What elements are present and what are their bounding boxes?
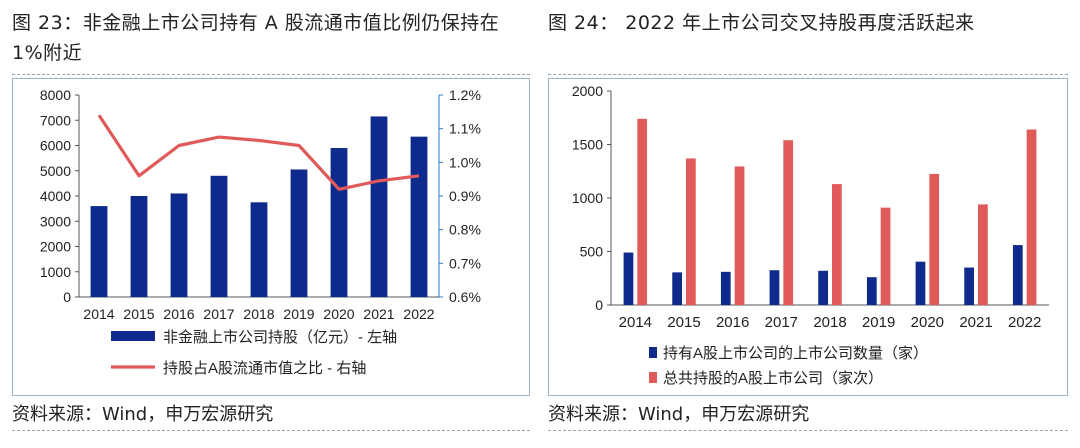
- right-y-tick-label: 0.7%: [449, 255, 481, 271]
- right-chart-frame: 0 500 1000 1500 2000 2014 2015 2016 2017 2018 2019…: [548, 78, 1068, 396]
- x-tick-label: 2019: [283, 306, 314, 322]
- x-tick-label: 2020: [323, 306, 354, 322]
- left-y-tick-label: 5000: [40, 163, 71, 179]
- y-tick-label: 2000: [572, 83, 603, 99]
- bar-holding-value: [90, 206, 108, 297]
- right-y-tick-label: 1.2%: [449, 87, 481, 103]
- left-y-tick-label: 6000: [40, 138, 71, 154]
- y-tick-label: 1500: [572, 137, 603, 153]
- bar-holding-value: [170, 193, 188, 297]
- left-chart-frame: 0 1000 2000 3000 4000 5000 6000 7000 8000 0.6% 0.7…: [12, 78, 530, 396]
- bar-holding-times: [783, 140, 794, 305]
- right-y-tick-label: 0.9%: [449, 188, 481, 204]
- bar-holding-times: [929, 173, 940, 305]
- bar-holding-times: [1026, 129, 1037, 305]
- x-tick-label: 2014: [619, 314, 652, 331]
- right-y-tick-label: 0.8%: [449, 222, 481, 238]
- y-tick-label: 500: [580, 244, 604, 260]
- right-y-tick-label: 1.1%: [449, 121, 481, 137]
- bar-holding-value: [370, 116, 388, 298]
- x-tick-label: 2015: [667, 314, 700, 331]
- bar-company-count: [720, 271, 731, 305]
- left-y-tick-label: 8000: [40, 87, 71, 103]
- right-grouped-bar-chart: 0 500 1000 1500 2000 2014 2015 2016 2017 2018 2019…: [572, 83, 1049, 387]
- left-y-tick-label: 1000: [40, 264, 71, 280]
- legend-company-count-label: 持有A股上市公司的上市公司数量（家）: [663, 345, 928, 362]
- bar-holding-times: [978, 204, 988, 305]
- bar-company-count: [1012, 245, 1023, 305]
- x-tick-label: 2020: [911, 314, 944, 331]
- right-figure-title: 图 24： 2022 年上市公司交叉持股再度活跃起来: [548, 8, 1068, 75]
- right-figure-panel: 图 24： 2022 年上市公司交叉持股再度活跃起来 0 500 1000 1500 2…: [548, 0, 1068, 448]
- legend-holding-times-label: 总共持股的A股上市公司（家次）: [663, 370, 883, 387]
- x-tick-label: 2022: [1008, 314, 1041, 331]
- right-source-note: 资料来源：Wind，申万宏源研究: [548, 400, 1068, 431]
- left-y-tick-label: 2000: [40, 239, 71, 255]
- bar-company-count: [818, 270, 828, 305]
- y-tick-label: 0: [595, 297, 603, 313]
- y-tick-label: 1000: [572, 190, 603, 206]
- x-tick-label: 2021: [363, 306, 394, 322]
- x-tick-label: 2019: [862, 314, 895, 331]
- x-tick-label: 2016: [163, 306, 194, 322]
- bar-holding-value: [330, 148, 348, 297]
- left-y-tick-label: 7000: [40, 112, 71, 128]
- left-combo-chart: 0 1000 2000 3000 4000 5000 6000 7000 8000 0.6% 0.7…: [40, 87, 481, 377]
- x-tick-label: 2014: [83, 306, 114, 322]
- bar-holding-value: [290, 169, 308, 297]
- legend-bar-swatch: [111, 331, 155, 341]
- bar-holding-value: [210, 175, 228, 297]
- x-tick-label: 2018: [243, 306, 274, 322]
- bar-holding-times: [686, 158, 696, 305]
- bar-holding-value: [250, 202, 268, 297]
- bar-company-count: [769, 270, 780, 305]
- bar-company-count: [623, 252, 634, 305]
- bar-company-count: [964, 267, 974, 305]
- left-y-tick-label: 0: [63, 289, 71, 305]
- bar-company-count: [915, 261, 926, 305]
- left-y-tick-label: 3000: [40, 213, 71, 229]
- right-y-tick-label: 0.6%: [449, 289, 481, 305]
- x-tick-label: 2018: [813, 314, 846, 331]
- x-tick-label: 2016: [716, 314, 749, 331]
- left-figure-panel: 图 23：非金融上市公司持有 A 股流通市值比例仍保持在 1%附近 0 1000 2…: [12, 0, 530, 448]
- bar-company-count: [672, 272, 682, 305]
- left-y-tick-label: 4000: [40, 188, 71, 204]
- legend-holding-times-swatch: [649, 372, 657, 383]
- x-tick-label: 2021: [959, 314, 992, 331]
- x-tick-label: 2017: [203, 306, 234, 322]
- bar-holding-times: [637, 118, 648, 305]
- bar-holding-times: [832, 184, 842, 305]
- x-tick-label: 2017: [765, 314, 798, 331]
- x-tick-label: 2022: [403, 306, 434, 322]
- legend-company-count-swatch: [649, 347, 657, 358]
- bar-company-count: [866, 277, 877, 305]
- ratio-line-series: [97, 114, 420, 191]
- bar-holding-value: [410, 136, 428, 297]
- left-figure-title: 图 23：非金融上市公司持有 A 股流通市值比例仍保持在 1%附近: [12, 8, 530, 75]
- legend-line-label: 持股占A股流通市值之比 - 右轴: [163, 360, 366, 377]
- x-tick-label: 2015: [123, 306, 154, 322]
- bar-holding-times: [734, 166, 745, 305]
- bar-holding-times: [880, 207, 891, 305]
- left-source-note: 资料来源：Wind，申万宏源研究: [12, 400, 530, 431]
- legend-bar-label: 非金融上市公司持股（亿元）- 左轴: [163, 329, 397, 346]
- right-y-tick-label: 1.0%: [449, 154, 481, 170]
- bar-holding-value: [130, 196, 148, 297]
